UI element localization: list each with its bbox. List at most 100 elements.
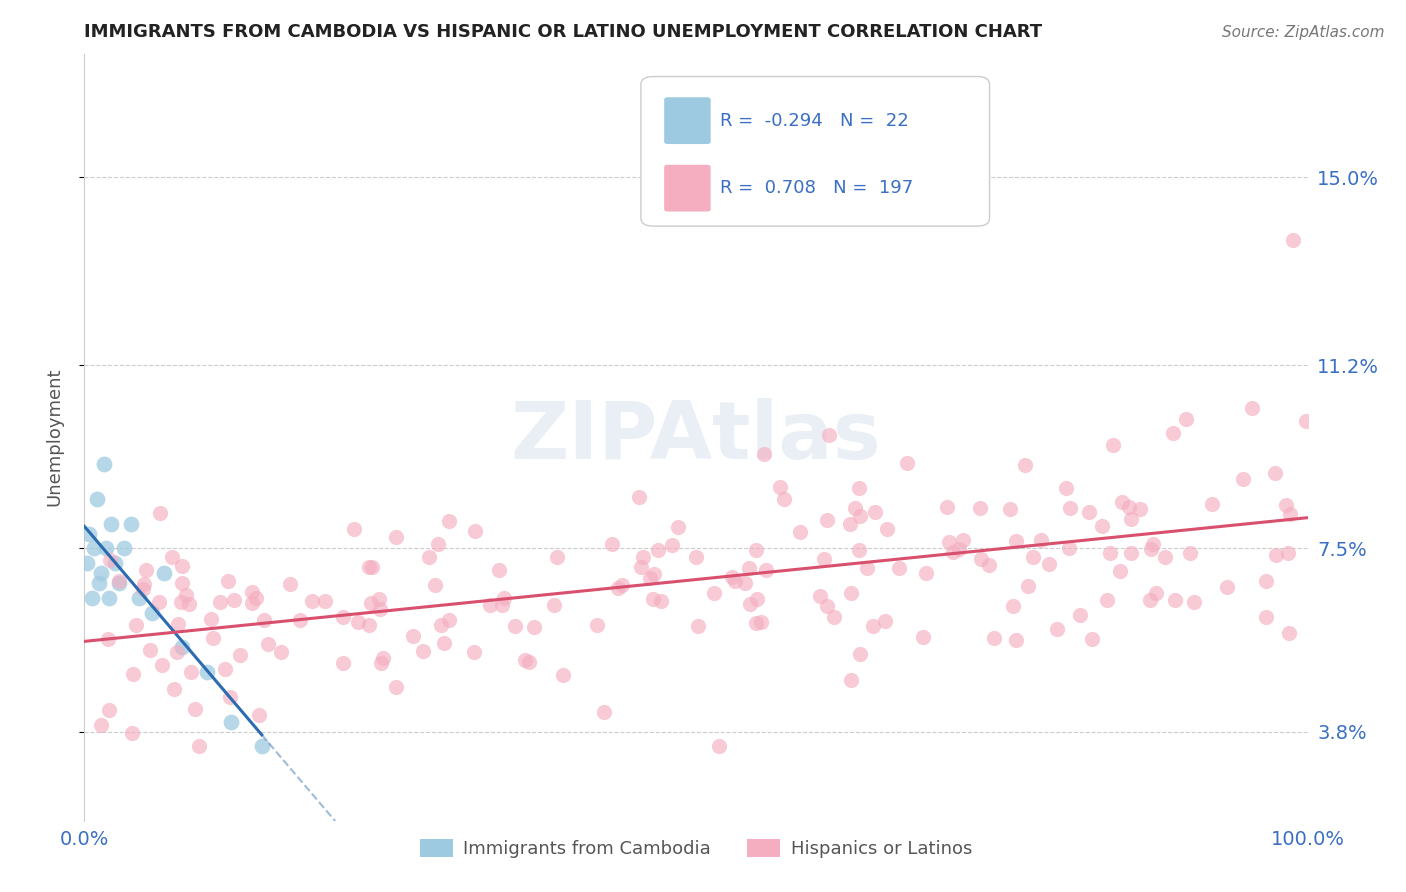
Point [551,667,574,681]
Point [1118,500,1140,515]
Point [896,456,918,470]
Point [734,575,756,590]
Point [745,616,768,631]
Point [257,637,280,651]
Point [83,541,105,556]
Point [347,615,370,629]
Point [1254,574,1277,588]
Point [808,589,831,603]
Point [97,591,120,605]
Point [998,502,1021,516]
Point [180,665,202,679]
Point [163,681,186,696]
Point [174,588,197,602]
Point [606,581,628,595]
Point [1038,558,1060,572]
Point [98,553,121,567]
Point [593,705,616,719]
Point [1140,541,1163,556]
Point [749,615,772,629]
Point [1069,608,1091,623]
Point [373,651,395,665]
Point [1002,599,1025,613]
Point [513,652,536,666]
Point [650,594,672,608]
Point [200,612,222,626]
Point [132,576,155,591]
Point [769,480,792,494]
Point [478,598,501,612]
Point [240,596,263,610]
Point [240,584,263,599]
Point [153,566,176,581]
Text: R =  -0.294   N =  22: R = -0.294 N = 22 [720,112,910,130]
Point [1232,472,1254,486]
Point [503,619,526,633]
Point [188,739,211,754]
Point [1182,594,1205,608]
Point [492,591,515,605]
Point [844,501,866,516]
Point [1057,541,1080,555]
Point [703,586,725,600]
Y-axis label: Unemployment: Unemployment [45,368,63,507]
Point [1054,481,1077,495]
Point [402,629,425,643]
Point [1029,533,1052,547]
FancyBboxPatch shape [664,165,710,211]
Point [977,558,1000,573]
Legend: Immigrants from Cambodia, Hispanics or Latinos: Immigrants from Cambodia, Hispanics or L… [413,831,979,865]
Point [229,648,252,663]
Point [586,618,609,632]
Point [430,617,453,632]
Point [863,505,886,519]
Point [938,535,960,549]
Point [1282,234,1305,248]
Point [301,594,323,608]
Point [815,599,838,613]
Point [427,537,450,551]
Point [643,567,665,582]
Point [385,680,408,694]
Point [439,614,461,628]
Text: ZIPAtlas: ZIPAtlas [510,398,882,476]
Point [970,551,993,566]
Point [1081,632,1104,647]
Point [1264,467,1286,481]
Point [270,645,292,659]
Point [1046,622,1069,636]
Point [1180,546,1202,560]
Point [433,636,456,650]
Point [463,645,485,659]
Point [1119,512,1142,526]
Point [1059,501,1081,516]
Point [224,593,246,607]
Point [357,617,380,632]
Point [150,658,173,673]
Point [1161,426,1184,441]
Point [543,598,565,612]
Point [77,526,100,541]
Point [688,619,710,633]
Point [172,559,194,574]
Point [80,591,103,605]
Point [1097,593,1119,607]
Point [745,543,768,558]
Point [125,617,148,632]
Point [838,517,860,532]
Point [789,524,811,539]
Point [359,560,381,574]
Point [367,592,389,607]
Point [122,666,145,681]
Point [107,576,129,591]
Point [195,665,218,680]
Point [948,541,970,556]
Point [97,632,120,647]
FancyBboxPatch shape [641,77,990,227]
Point [172,640,194,655]
Point [90,718,112,732]
Point [848,481,870,495]
Point [848,508,870,523]
Point [491,598,513,612]
Point [139,643,162,657]
